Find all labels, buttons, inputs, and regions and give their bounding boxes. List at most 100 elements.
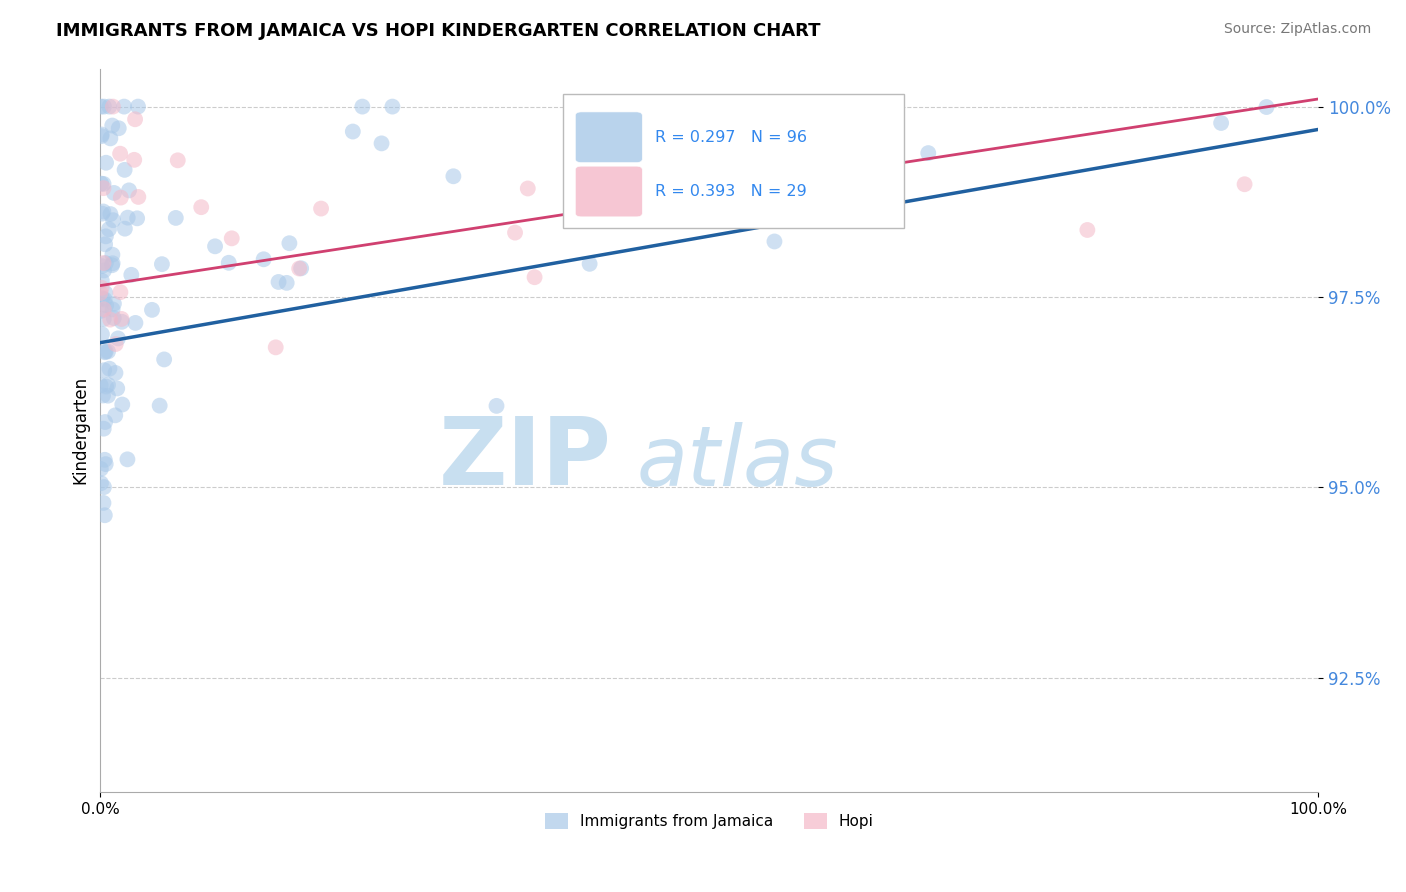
Point — [94, 237, 117, 252]
Point — [578, 257, 600, 271]
Point — [651, 114, 673, 128]
Point — [103, 296, 125, 310]
Text: IMMIGRANTS FROM JAMAICA VS HOPI KINDERGARTEN CORRELATION CHART: IMMIGRANTS FROM JAMAICA VS HOPI KINDERGA… — [56, 22, 821, 40]
Point — [107, 121, 129, 136]
Point — [98, 100, 121, 114]
Point — [218, 256, 240, 270]
Point — [117, 452, 139, 467]
Point — [94, 285, 117, 300]
Point — [94, 229, 117, 244]
Point — [114, 221, 136, 235]
Point — [107, 331, 129, 345]
Point — [114, 162, 136, 177]
Point — [97, 378, 120, 392]
Point — [93, 422, 115, 436]
Point — [101, 256, 124, 270]
Point — [1211, 116, 1233, 130]
Point — [117, 211, 139, 225]
Point — [91, 259, 114, 273]
Point — [90, 100, 112, 114]
FancyBboxPatch shape — [575, 112, 643, 162]
Point — [108, 146, 131, 161]
Point — [104, 366, 127, 380]
Point — [90, 281, 112, 295]
Point — [165, 211, 187, 225]
Point — [917, 146, 939, 161]
Point — [631, 100, 654, 114]
Point — [98, 312, 121, 326]
Point — [93, 312, 115, 326]
Point — [90, 378, 112, 392]
Text: ZIP: ZIP — [439, 413, 612, 505]
Point — [150, 257, 173, 271]
Point — [111, 315, 134, 329]
Point — [122, 153, 145, 167]
Point — [91, 291, 114, 305]
Point — [90, 177, 112, 191]
Text: Source: ZipAtlas.com: Source: ZipAtlas.com — [1223, 22, 1371, 37]
Point — [96, 298, 118, 312]
Point — [94, 452, 117, 467]
Point — [90, 462, 112, 476]
Point — [93, 293, 115, 307]
Point — [93, 256, 115, 270]
Point — [127, 190, 149, 204]
Point — [91, 206, 114, 220]
Point — [98, 222, 121, 236]
Point — [723, 203, 745, 218]
Point — [190, 200, 212, 214]
Point — [290, 261, 312, 276]
Point — [288, 261, 311, 276]
Point — [124, 112, 146, 127]
Point — [441, 169, 464, 184]
Point — [103, 186, 125, 200]
Point — [149, 399, 172, 413]
Point — [93, 100, 115, 114]
Point — [110, 285, 132, 300]
Point — [111, 398, 134, 412]
Point — [90, 128, 112, 142]
Point — [94, 457, 117, 471]
Point — [91, 388, 114, 402]
FancyBboxPatch shape — [575, 166, 643, 217]
Point — [93, 302, 115, 317]
Y-axis label: Kindergarten: Kindergarten — [72, 376, 89, 484]
Point — [101, 119, 124, 133]
Point — [101, 258, 124, 272]
Point — [90, 476, 112, 491]
Point — [267, 275, 290, 289]
Point — [153, 352, 176, 367]
Point — [118, 183, 141, 197]
Point — [523, 270, 546, 285]
Point — [110, 190, 132, 204]
Point — [93, 181, 115, 195]
Point — [763, 235, 786, 249]
Text: R = 0.297   N = 96: R = 0.297 N = 96 — [655, 129, 807, 145]
Point — [93, 177, 115, 191]
Point — [352, 100, 374, 114]
Point — [94, 344, 117, 359]
Point — [104, 337, 127, 351]
Point — [98, 361, 121, 376]
Point — [98, 131, 121, 145]
Point — [221, 231, 243, 245]
Point — [127, 100, 149, 114]
Point — [1076, 223, 1098, 237]
Point — [90, 274, 112, 288]
Point — [93, 480, 115, 494]
Point — [110, 312, 132, 326]
Point — [166, 153, 188, 168]
Text: atlas: atlas — [637, 422, 838, 503]
Point — [105, 381, 128, 395]
Point — [141, 302, 163, 317]
Point — [90, 303, 112, 318]
Point — [103, 311, 125, 326]
Point — [90, 129, 112, 144]
Point — [101, 248, 124, 262]
Point — [93, 263, 115, 277]
Point — [101, 302, 124, 317]
Point — [204, 239, 226, 253]
Point — [342, 124, 364, 138]
Point — [94, 379, 117, 393]
Point — [94, 256, 117, 270]
